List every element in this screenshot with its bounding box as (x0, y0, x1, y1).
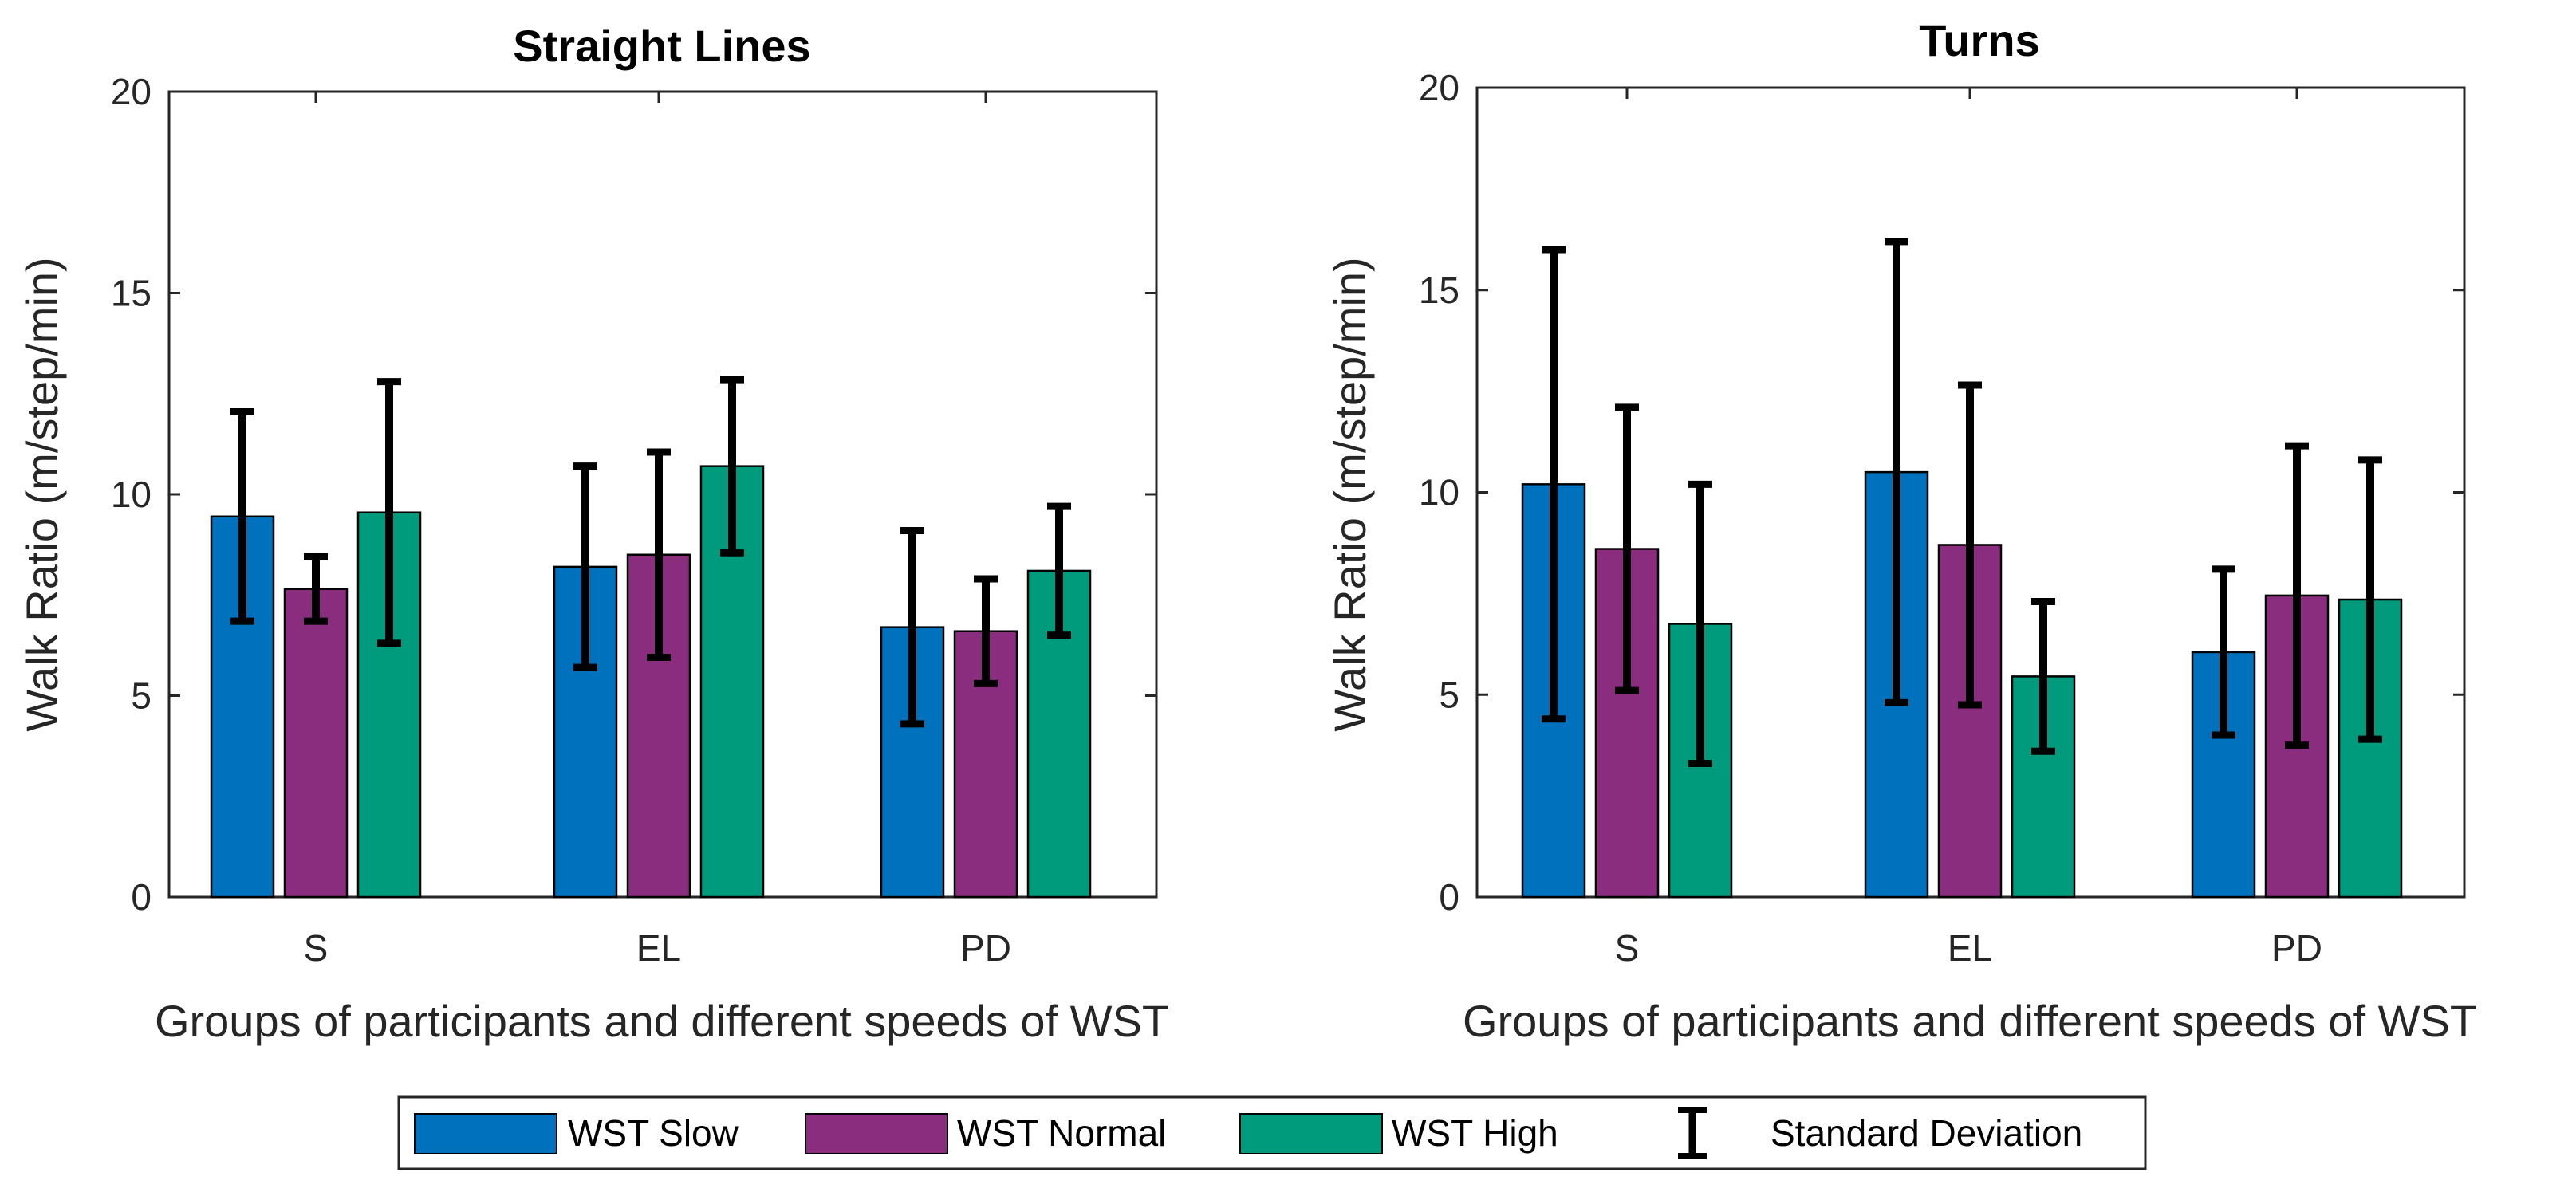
x-tick-label: PD (2271, 927, 2322, 969)
error-bar-normal (304, 553, 328, 625)
error-bar-high (377, 378, 401, 647)
error-bar-icon (1678, 1107, 1707, 1159)
y-axis-label: Walk Ratio (m/step/min) (17, 257, 67, 731)
legend-swatch-slow (414, 1113, 557, 1154)
y-tick-label: 10 (111, 474, 152, 515)
legend-label-normal: WST Normal (957, 1112, 1166, 1154)
x-tick-label: S (1615, 927, 1640, 969)
error-bar-normal (1958, 381, 1982, 709)
error-bar-high (2031, 598, 2055, 755)
y-tick-label: 0 (1439, 876, 1459, 918)
error-bar-high (1688, 480, 1712, 768)
bar-normal (283, 588, 349, 899)
error-bar-high (720, 376, 744, 557)
error-bar-slow (1542, 246, 1566, 723)
y-tick-label: 15 (111, 273, 152, 314)
error-bar-slow (230, 407, 254, 625)
error-bar-high (2358, 456, 2382, 743)
legend-item-normal: WST Normal (805, 1112, 1166, 1154)
legend-swatch-normal (805, 1113, 948, 1154)
chart-marks: 0 5 10 15 20 S EL PD (1419, 67, 2464, 969)
legend-swatch-high (1239, 1113, 1383, 1154)
error-bar-high (1047, 502, 1071, 639)
chart-title: Straight Lines (513, 21, 810, 71)
error-bar-normal (1615, 403, 1639, 694)
y-tick-label: 0 (131, 876, 152, 918)
error-bar-normal (647, 448, 671, 662)
error-bar-slow (900, 526, 924, 728)
legend-item-slow: WST Slow (414, 1112, 739, 1154)
y-tick-label: 20 (111, 71, 152, 112)
x-tick-label: EL (636, 927, 681, 969)
y-tick-label: 20 (1419, 67, 1459, 108)
y-axis-label: Walk Ratio (m/step/min) (1325, 257, 1375, 731)
x-tick-label: S (304, 927, 329, 969)
legend: WST Slow WST Normal WST High Standard De… (397, 1095, 2147, 1170)
x-tick-label: PD (960, 927, 1011, 969)
y-tick-label: 10 (1419, 472, 1459, 513)
x-tick-label: EL (1948, 927, 1992, 969)
y-tick-label: 15 (1419, 269, 1459, 311)
x-axis-label: Groups of participants and different spe… (1463, 996, 2477, 1046)
legend-item-sd: Standard Deviation (1678, 1107, 2082, 1159)
error-bar-normal (2285, 442, 2309, 749)
legend-label-sd: Standard Deviation (1771, 1112, 2082, 1154)
error-bar-slow (2212, 565, 2235, 739)
legend-item-high: WST High (1239, 1112, 1558, 1154)
x-axis-label: Groups of participants and different spe… (155, 996, 1169, 1046)
chart-title: Turns (1919, 15, 2039, 65)
legend-label-high: WST High (1392, 1112, 1558, 1154)
error-bar-normal (974, 575, 998, 687)
chart-marks: 0 5 10 15 20 S EL PD (111, 71, 1156, 969)
error-bar-slow (573, 462, 597, 671)
y-tick-label: 5 (131, 675, 152, 717)
chart-straight-lines: Straight Lines 0 5 10 15 20 S EL PD Walk Ratio … (17, 21, 1169, 1046)
error-bar-slow (1885, 238, 1908, 706)
legend-label-slow: WST Slow (568, 1112, 739, 1154)
chart-turns: Turns 0 5 10 15 20 S EL PD Walk Ratio (m/step/m… (1325, 15, 2477, 1046)
y-tick-label: 5 (1439, 674, 1459, 715)
